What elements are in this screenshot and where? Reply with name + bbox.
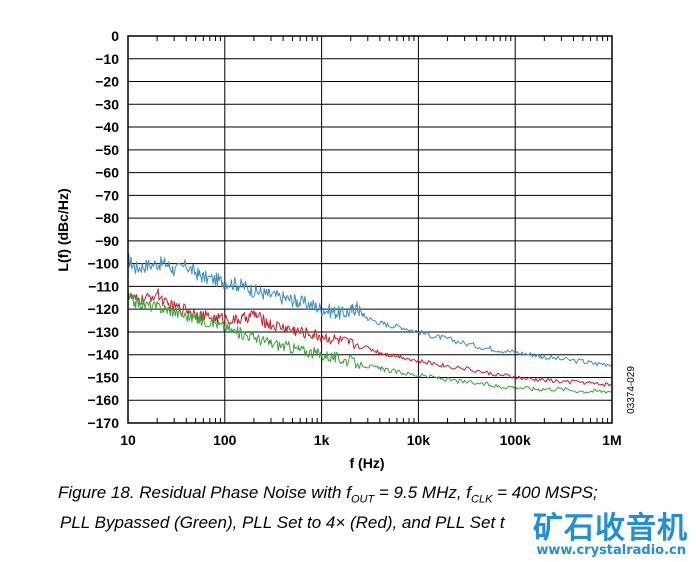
plot-frame <box>127 35 613 424</box>
y-tick-labels: 0 −10 −20 −30 −40 −50 −60 −70 −80 −90 −100 −110 −120… <box>87 28 119 431</box>
y-tick-label: −90 <box>95 233 119 249</box>
x-tick-label: 1k <box>314 432 330 448</box>
caption-subscript-out: OUT <box>350 493 375 506</box>
series-line-3 <box>127 292 613 394</box>
y-tick-label: −30 <box>95 96 119 112</box>
y-tick-label: −170 <box>87 415 119 431</box>
figure-caption: Figure 18. Residual Phase Noise with fOU… <box>40 481 680 535</box>
series-line-1 <box>127 253 613 367</box>
x-tick-label: 100k <box>500 432 531 448</box>
series-layer <box>127 253 613 394</box>
watermark-url: www.crystalradio.cn <box>536 543 686 558</box>
y-tick-label: 0 <box>111 28 119 44</box>
y-tick-label: −50 <box>95 142 119 158</box>
plot-area <box>128 36 612 423</box>
grid <box>127 35 613 424</box>
y-tick-label: −110 <box>88 278 119 294</box>
x-tick-labels: 10 100 1k 10k 100k 1M <box>120 432 622 448</box>
y-axis-label: L(f) (dBc/Hz) <box>55 188 71 271</box>
y-tick-label: −70 <box>95 187 119 203</box>
y-tick-label: −20 <box>95 74 119 90</box>
y-tick-label: −160 <box>87 392 119 408</box>
y-tick-label: −10 <box>95 51 119 67</box>
caption-text: = 9.5 MHz, f <box>374 483 472 502</box>
watermark-logo-text: 矿石收音机 <box>533 511 688 546</box>
x-axis-label: f (Hz) <box>350 455 385 471</box>
y-tick-label: −140 <box>87 347 119 363</box>
x-tick-label: 10 <box>120 432 136 448</box>
caption-subscript-clk: CLK <box>471 493 493 506</box>
y-tick-label: −130 <box>87 324 119 340</box>
y-tick-label: −80 <box>95 210 119 226</box>
x-tick-label: 100 <box>213 432 237 448</box>
phase-noise-chart: 0 −10 −20 −30 −40 −50 −60 −70 −80 −90 −100 −110 −120… <box>55 28 637 471</box>
y-tick-label: −100 <box>87 256 119 272</box>
caption-text: Figure 18. Residual Phase Noise with f <box>58 483 351 502</box>
y-tick-label: −40 <box>95 119 119 135</box>
caption-line-2: PLL Bypassed (Green), PLL Set to 4× (Red… <box>60 513 505 533</box>
document-id: 03374-029 <box>626 366 637 414</box>
y-tick-label: −60 <box>95 165 119 181</box>
y-tick-label: −120 <box>87 301 119 317</box>
caption-line-1: Figure 18. Residual Phase Noise with fOU… <box>40 481 680 511</box>
caption-text: = 400 MSPS; <box>492 483 598 502</box>
x-tick-label: 1M <box>602 432 621 448</box>
y-tick-label: −150 <box>87 369 119 385</box>
x-tick-label: 10k <box>407 432 431 448</box>
